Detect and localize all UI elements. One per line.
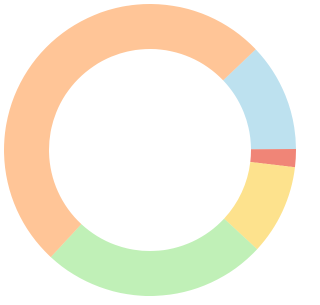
donut-segment <box>223 49 296 150</box>
donut-segment <box>224 161 295 250</box>
chart <box>4 4 296 297</box>
donut-segment <box>50 218 258 297</box>
donut-segment <box>4 4 256 258</box>
donut-segment <box>250 148 296 168</box>
